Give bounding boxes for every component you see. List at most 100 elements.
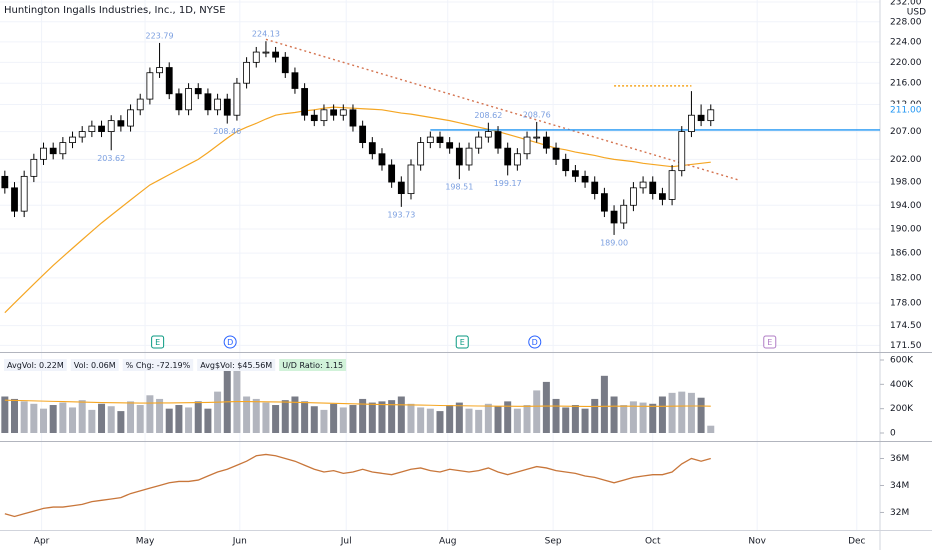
volume-bar — [11, 398, 19, 433]
candle-body — [678, 131, 686, 172]
candle-body — [175, 93, 183, 111]
candle-body — [301, 88, 309, 116]
candle-body — [281, 56, 289, 74]
candle-body — [417, 142, 425, 166]
candle-body — [252, 51, 260, 63]
volume-bar — [697, 397, 705, 433]
candle-body — [620, 204, 628, 224]
x-tick-label: Aug — [439, 537, 457, 547]
volume-bar — [494, 406, 502, 433]
legend-box — [279, 359, 347, 371]
candle-body — [1, 175, 9, 189]
volume-bar — [146, 395, 154, 433]
candle-body — [455, 147, 463, 166]
volume-bar — [20, 401, 28, 433]
candle-body — [436, 136, 444, 143]
y-tick-label: 182.00 — [890, 273, 922, 283]
earnings-marker — [763, 335, 777, 349]
currency-label: USD — [907, 8, 926, 18]
volume-bar — [426, 408, 434, 433]
volume-bar — [533, 390, 541, 433]
volume-bar — [446, 405, 454, 433]
candle-body — [78, 131, 86, 138]
x-tick-label: Oct — [645, 537, 661, 547]
candle-body — [272, 51, 280, 58]
x-tick-label: Jun — [232, 537, 247, 547]
y-tick-label: 200K — [890, 404, 914, 414]
candle-body — [117, 120, 125, 127]
event-label: E — [767, 338, 772, 347]
x-tick-label: Jul — [340, 537, 352, 547]
x-tick-label: Sep — [545, 537, 562, 547]
extreme-label: 189.00 — [600, 238, 628, 247]
volume-bar — [600, 375, 608, 433]
legend-box — [122, 359, 194, 371]
legend-box — [4, 359, 67, 371]
candle-body — [484, 131, 492, 138]
volume-bar — [455, 402, 463, 433]
candle-body — [388, 164, 396, 183]
volume-bar — [523, 405, 531, 433]
candle-body — [40, 147, 47, 160]
volume-bar — [436, 411, 444, 433]
candle-body — [69, 136, 76, 143]
x-tick-label: Dec — [848, 537, 865, 547]
volume-bar — [117, 411, 125, 433]
extreme-label: 193.73 — [387, 210, 415, 219]
volume-bar — [252, 398, 260, 433]
candle-body — [504, 147, 512, 166]
chart-title: Huntington Ingalls Industries, Inc., 1D,… — [4, 5, 226, 16]
candle-body — [533, 136, 541, 139]
volume-bar — [649, 403, 657, 433]
volume-bar — [214, 391, 222, 433]
y-tick-label: 400K — [890, 380, 914, 390]
volume-bar — [49, 405, 57, 433]
moving-average — [4, 106, 711, 314]
volume-bar — [136, 405, 144, 433]
accumulation-line — [4, 453, 711, 518]
volume-bar — [98, 403, 106, 433]
volume-bar — [320, 409, 328, 433]
candle-body — [339, 109, 347, 116]
candle-body — [688, 114, 695, 132]
candle-body — [639, 181, 647, 189]
candle-body — [136, 98, 144, 111]
y-tick-label: 194.00 — [890, 201, 922, 211]
legend-box — [70, 359, 119, 371]
volume-bar — [243, 396, 251, 433]
volume-bar — [475, 409, 483, 433]
y-tick-label: 190.00 — [890, 224, 922, 234]
volume-bar — [620, 405, 628, 433]
legend-item: % Chg: -72.19% — [126, 361, 191, 370]
volume-bar — [310, 406, 318, 433]
volume-bar — [388, 400, 396, 433]
extreme-label: 203.62 — [97, 154, 125, 163]
volume-bar — [678, 391, 686, 433]
volume-bar — [542, 381, 550, 433]
volume-bar — [581, 408, 589, 433]
volume-bar — [204, 408, 212, 433]
volume-bar — [349, 405, 357, 433]
candle-body — [668, 170, 676, 200]
volume-bar — [30, 403, 38, 433]
earnings-marker — [151, 335, 165, 349]
volume-bar — [194, 401, 202, 433]
extreme-label: 208.76 — [523, 110, 551, 119]
y-tick-label: 202.00 — [890, 155, 922, 165]
candle-body — [243, 61, 250, 84]
grid — [0, 0, 880, 530]
candle-body — [359, 125, 367, 143]
event-label: E — [155, 338, 160, 347]
candle-body — [310, 114, 318, 122]
candle-body — [156, 67, 163, 74]
candle-body — [98, 125, 105, 132]
volume-bar — [407, 403, 415, 433]
volume-bar — [69, 407, 77, 433]
candle-body — [127, 109, 134, 127]
x-tick-label: May — [136, 537, 155, 547]
volume-bar — [368, 402, 376, 433]
y-tick-label: 220.00 — [890, 58, 922, 68]
candle-body — [494, 131, 502, 149]
event-label: D — [532, 338, 538, 347]
candle-body — [542, 136, 550, 149]
